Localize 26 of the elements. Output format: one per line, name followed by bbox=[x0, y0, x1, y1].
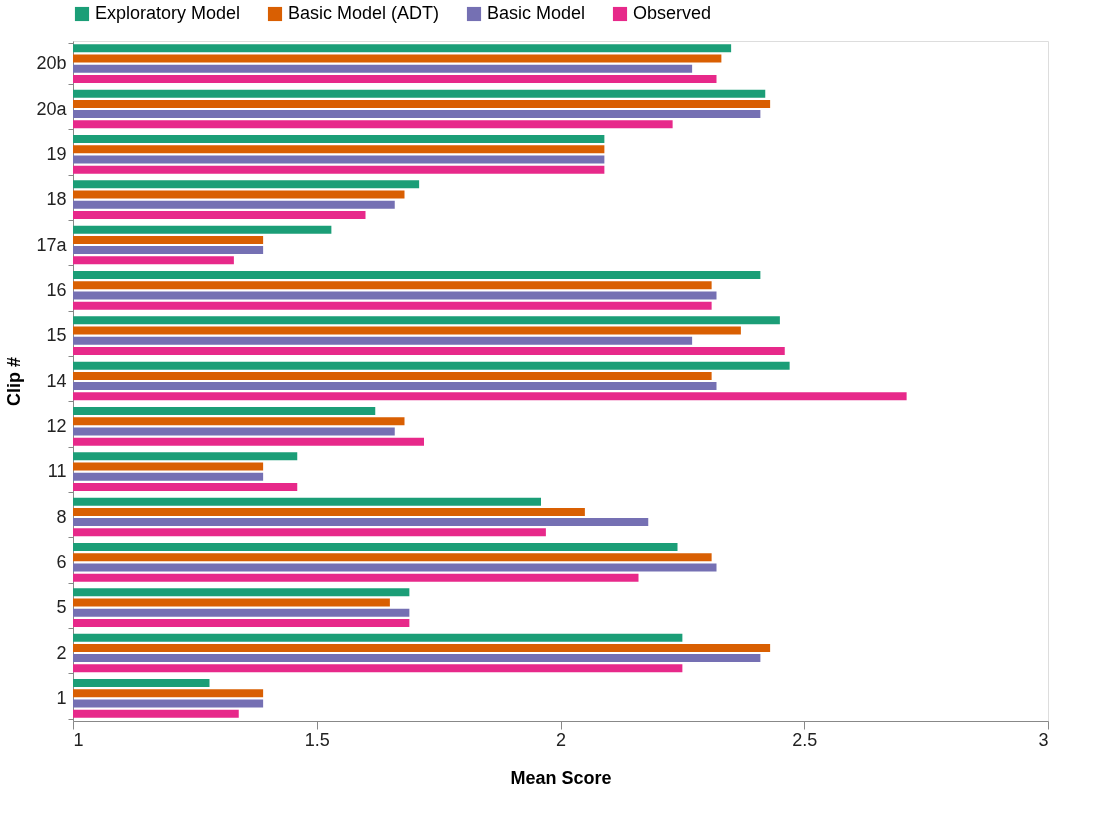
y-tick-label: 11 bbox=[47, 461, 67, 482]
y-tick-label: 16 bbox=[46, 279, 67, 300]
y-tick-label: 2 bbox=[56, 642, 67, 663]
y-tick-label: 20b bbox=[36, 53, 67, 74]
y-tick-label: 14 bbox=[46, 370, 67, 391]
x-tick-label: 2.5 bbox=[792, 729, 818, 750]
y-tick-label: 1 bbox=[56, 687, 67, 708]
y-tick-label: 8 bbox=[56, 506, 67, 527]
y-tick-label: 5 bbox=[56, 597, 67, 618]
legend-label: Basic Model bbox=[487, 3, 586, 23]
y-tick-label: 12 bbox=[46, 415, 67, 436]
legend-label: Exploratory Model bbox=[95, 3, 241, 23]
y-tick-label: 20a bbox=[36, 98, 68, 119]
x-tick-label: 2 bbox=[555, 729, 567, 750]
y-tick-label: 19 bbox=[46, 143, 67, 164]
x-axis-title: Mean Score bbox=[510, 767, 612, 788]
x-tick-label: 1 bbox=[73, 729, 84, 750]
y-tick-label: 18 bbox=[46, 189, 67, 210]
y-axis-title: Clip # bbox=[4, 356, 25, 407]
x-tick-label: 1.5 bbox=[304, 729, 330, 750]
legend-label: Basic Model (ADT) bbox=[288, 3, 440, 23]
x-tick-label: 3 bbox=[1038, 729, 1049, 750]
y-tick-label: 6 bbox=[56, 551, 67, 572]
y-tick-label: 15 bbox=[46, 325, 67, 346]
legend-label: Observed bbox=[633, 3, 712, 23]
y-tick-label: 17a bbox=[36, 234, 68, 255]
